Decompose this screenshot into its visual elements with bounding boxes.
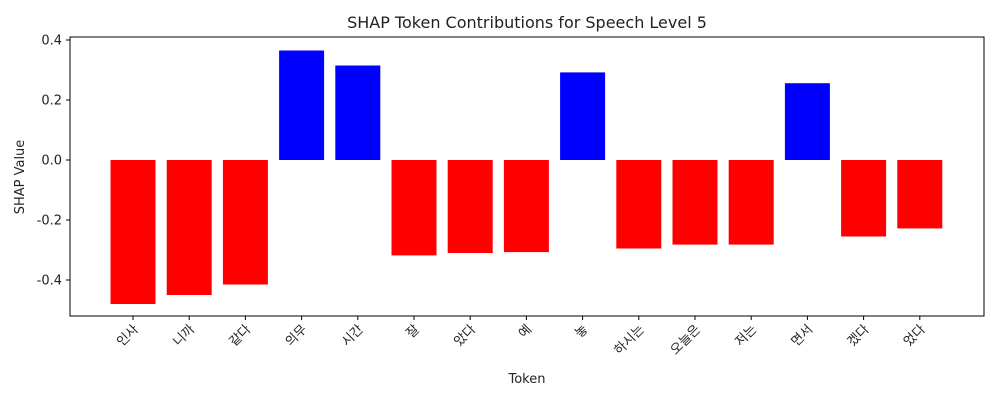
bar-겠다: [841, 160, 887, 237]
x-tick-label: 았다: [452, 322, 480, 350]
x-ticks: 인사 니까 같다 의무 시간 잘 았다 예 놓 하시는 오늘은 저는 면서 겠다 었다: [114, 316, 929, 358]
bar-같다: [222, 160, 268, 285]
bar-면서: [784, 83, 830, 160]
x-tick-label: 같다: [227, 322, 255, 350]
x-tick-label: 니까: [171, 322, 199, 350]
x-tick-label: 잘: [404, 322, 423, 341]
x-tick-label: 오늘은: [668, 322, 704, 358]
x-tick-label: 겠다: [845, 322, 873, 350]
y-tick-label: 0.4: [41, 34, 62, 49]
chart-title: SHAP Token Contributions for Speech Leve…: [347, 13, 707, 32]
x-tick-label: 면서: [789, 322, 817, 350]
x-tick-label: 었다: [901, 322, 929, 350]
bar-예: [503, 160, 549, 253]
x-tick-label: 놓: [572, 322, 591, 341]
bar-잘: [391, 160, 437, 256]
y-tick-label: 0.2: [41, 94, 62, 109]
bars-layer: [110, 50, 943, 304]
x-tick-label: 예: [516, 322, 535, 341]
bar-인사: [110, 160, 156, 304]
bar-었다: [897, 160, 943, 229]
bar-시간: [335, 65, 381, 160]
x-tick-label: 시간: [339, 322, 367, 350]
x-tick-label: 하시는: [612, 322, 648, 358]
bar-의무: [279, 50, 325, 160]
bar-니까: [166, 160, 212, 295]
plot-area-frame: [69, 36, 985, 317]
bar-오늘은: [672, 160, 718, 245]
x-tick-label: 인사: [114, 322, 142, 350]
y-tick-label: -0.2: [37, 214, 62, 229]
y-tick-label: -0.4: [37, 274, 62, 289]
bar-놓: [560, 72, 606, 160]
y-tick-label: 0.0: [41, 154, 62, 169]
bar-저는: [728, 160, 774, 245]
y-ticks: -0.4 -0.2 0.0 0.2 0.4: [37, 34, 70, 289]
bar-았다: [447, 160, 493, 253]
x-tick-label: 저는: [733, 322, 761, 350]
x-axis-title: Token: [508, 372, 546, 387]
bar-하시는: [616, 160, 662, 249]
x-tick-label: 의무: [283, 322, 311, 350]
y-axis-title: SHAP Value: [13, 140, 28, 215]
